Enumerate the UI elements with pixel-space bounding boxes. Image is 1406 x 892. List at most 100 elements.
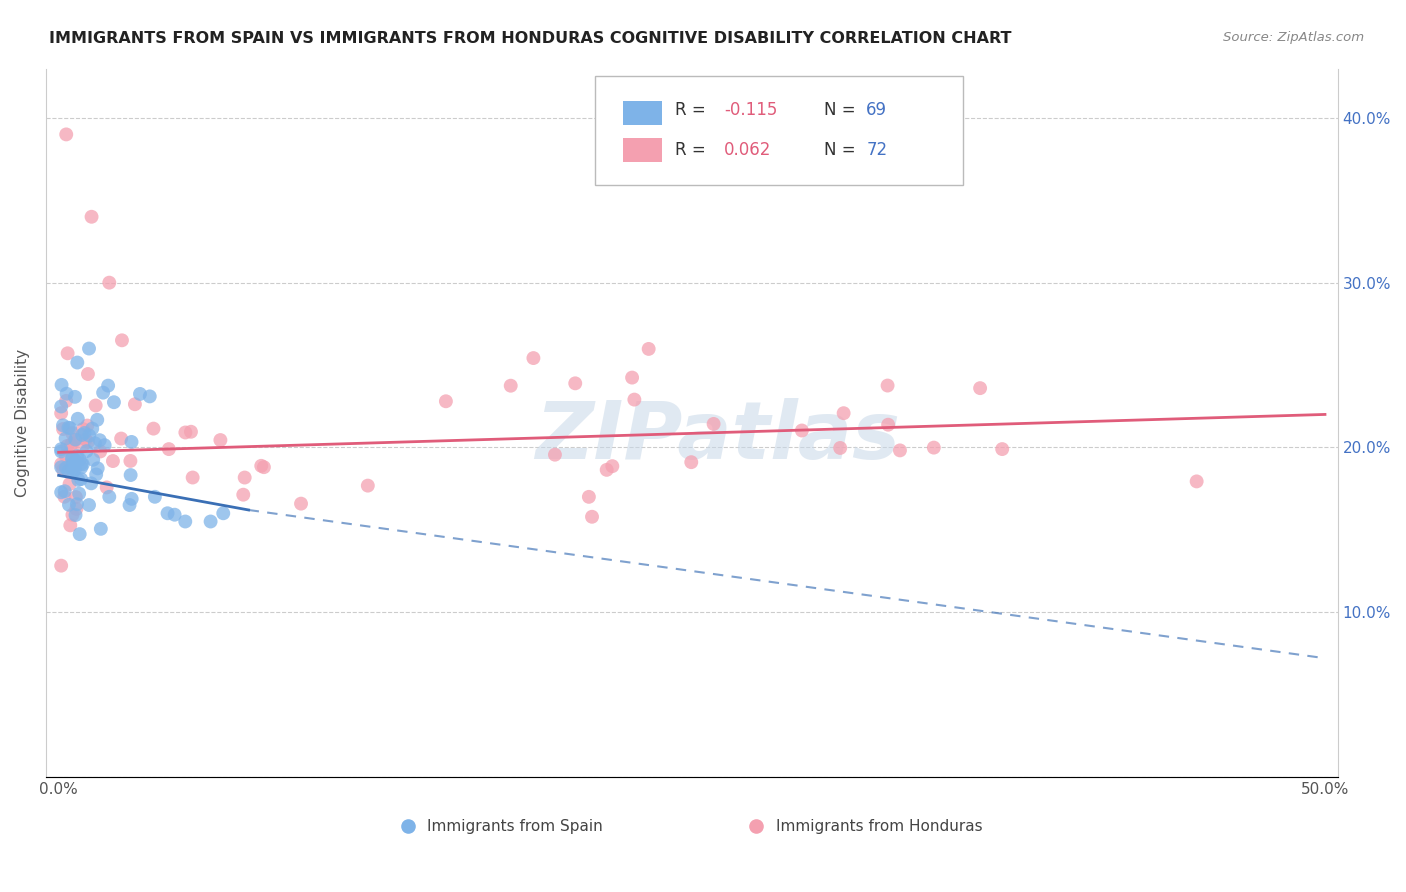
Point bbox=[58, 498, 80, 512]
Point bbox=[120, 454, 142, 468]
Bar bbox=[623, 101, 662, 125]
Point bbox=[75, 433, 97, 447]
Point bbox=[1185, 475, 1208, 489]
Point bbox=[53, 490, 76, 504]
Point bbox=[623, 392, 645, 407]
Point bbox=[72, 422, 94, 436]
Point bbox=[69, 452, 91, 467]
Point bbox=[55, 128, 77, 142]
Point bbox=[82, 452, 104, 467]
Point bbox=[142, 422, 165, 436]
Point bbox=[434, 394, 457, 409]
Point bbox=[90, 522, 112, 536]
Point bbox=[60, 451, 83, 466]
Point bbox=[522, 351, 544, 365]
Y-axis label: Cognitive Disability: Cognitive Disability bbox=[15, 349, 30, 497]
Point bbox=[91, 385, 114, 400]
Point bbox=[969, 381, 991, 395]
Point bbox=[52, 463, 75, 477]
Point bbox=[97, 378, 120, 392]
Point bbox=[174, 515, 197, 529]
Point bbox=[181, 470, 204, 484]
Point bbox=[80, 476, 103, 491]
Point bbox=[93, 438, 115, 452]
Text: IMMIGRANTS FROM SPAIN VS IMMIGRANTS FROM HONDURAS COGNITIVE DISABILITY CORRELATI: IMMIGRANTS FROM SPAIN VS IMMIGRANTS FROM… bbox=[49, 31, 1012, 46]
Point bbox=[118, 498, 141, 512]
Point bbox=[922, 441, 945, 455]
Point bbox=[77, 367, 100, 381]
Point bbox=[55, 461, 77, 475]
Point bbox=[66, 449, 89, 463]
Point bbox=[212, 506, 235, 520]
Point bbox=[120, 468, 142, 483]
Point bbox=[103, 395, 125, 409]
Point bbox=[121, 434, 143, 449]
Point bbox=[77, 434, 100, 449]
Point bbox=[84, 399, 107, 413]
Point bbox=[55, 449, 77, 463]
Point bbox=[139, 389, 162, 403]
Point bbox=[876, 378, 898, 392]
Point bbox=[830, 441, 852, 455]
Point bbox=[77, 342, 100, 356]
Point bbox=[832, 406, 855, 420]
Point bbox=[65, 433, 87, 447]
Point bbox=[156, 506, 179, 520]
Point bbox=[581, 509, 603, 524]
Point bbox=[209, 433, 232, 447]
Point bbox=[59, 518, 82, 533]
Point bbox=[62, 461, 84, 475]
Point bbox=[59, 438, 82, 452]
Point bbox=[84, 467, 107, 482]
Point bbox=[163, 508, 186, 522]
Point bbox=[65, 508, 87, 522]
Point bbox=[96, 480, 118, 494]
Text: 69: 69 bbox=[866, 101, 887, 119]
Point bbox=[76, 418, 98, 433]
Point bbox=[65, 454, 87, 468]
Point bbox=[703, 417, 725, 431]
Point bbox=[621, 370, 644, 384]
Text: 72: 72 bbox=[866, 141, 887, 159]
Point bbox=[69, 527, 91, 541]
Point bbox=[121, 491, 143, 506]
Point bbox=[62, 450, 84, 465]
Point bbox=[51, 444, 73, 458]
Point bbox=[70, 457, 93, 471]
Point bbox=[56, 464, 79, 478]
Point bbox=[62, 457, 84, 471]
Point bbox=[80, 210, 103, 224]
Point bbox=[63, 463, 86, 477]
Point bbox=[357, 478, 380, 492]
Point bbox=[67, 486, 90, 500]
Point bbox=[58, 421, 80, 435]
Point bbox=[51, 460, 73, 475]
Point bbox=[60, 426, 83, 441]
Point bbox=[174, 425, 197, 440]
Point bbox=[66, 497, 89, 511]
Point bbox=[70, 472, 93, 486]
Point bbox=[56, 346, 79, 360]
Point bbox=[51, 400, 73, 414]
Point bbox=[58, 477, 80, 491]
Point bbox=[70, 428, 93, 442]
Point bbox=[65, 502, 87, 516]
FancyBboxPatch shape bbox=[595, 76, 963, 186]
Point bbox=[59, 421, 82, 435]
Point bbox=[66, 411, 89, 425]
Point bbox=[110, 432, 132, 446]
Point bbox=[77, 428, 100, 442]
Point bbox=[89, 433, 111, 447]
Point bbox=[89, 444, 111, 458]
Point bbox=[77, 498, 100, 512]
Text: N =: N = bbox=[824, 141, 860, 159]
Point bbox=[637, 342, 659, 356]
Text: -0.115: -0.115 bbox=[724, 101, 778, 119]
Point bbox=[51, 485, 73, 500]
Point bbox=[86, 413, 108, 427]
Text: Immigrants from Spain: Immigrants from Spain bbox=[427, 819, 603, 834]
Point bbox=[51, 377, 73, 392]
Point bbox=[55, 432, 77, 446]
Point bbox=[76, 444, 98, 458]
Point bbox=[52, 418, 75, 433]
